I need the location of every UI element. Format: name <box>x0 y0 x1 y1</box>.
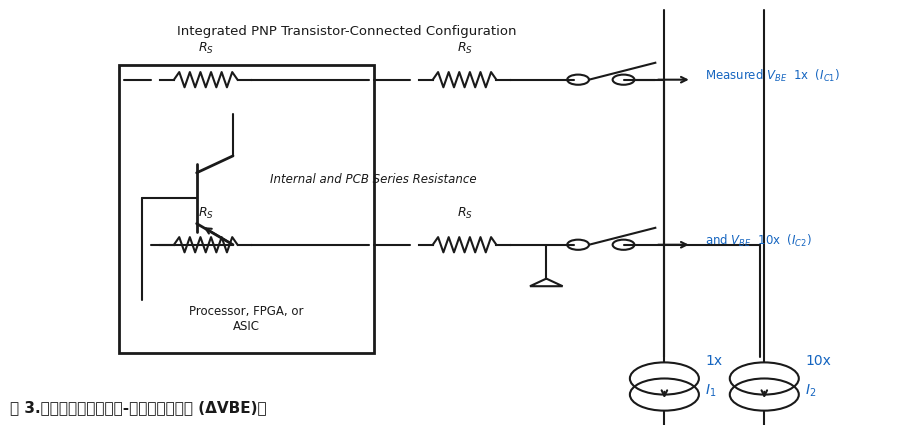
Text: $R_S$: $R_S$ <box>456 41 473 56</box>
Text: $I_1$: $I_1$ <box>705 383 717 399</box>
Text: Measured $V_{BE}$  1x  ($I_{C1}$): Measured $V_{BE}$ 1x ($I_{C1}$) <box>705 67 840 83</box>
Text: 图 3.用两个电流测量基极-发射极电压变化 (ΔVBE)。: 图 3.用两个电流测量基极-发射极电压变化 (ΔVBE)。 <box>10 400 267 415</box>
Text: Internal and PCB Series Resistance: Internal and PCB Series Resistance <box>271 173 477 186</box>
Text: $R_S$: $R_S$ <box>198 41 214 56</box>
Text: $I_2$: $I_2$ <box>805 383 816 399</box>
FancyBboxPatch shape <box>119 65 374 353</box>
Text: Processor, FPGA, or
ASIC: Processor, FPGA, or ASIC <box>189 305 304 333</box>
Text: Integrated PNP Transistor-Connected Configuration: Integrated PNP Transistor-Connected Conf… <box>177 25 517 37</box>
Text: $R_S$: $R_S$ <box>198 206 214 222</box>
Text: 10x: 10x <box>805 354 831 368</box>
Text: 1x: 1x <box>705 354 722 368</box>
Text: $R_S$: $R_S$ <box>456 206 473 222</box>
Text: and $V_{BE}$  10x  ($I_{C2}$): and $V_{BE}$ 10x ($I_{C2}$) <box>705 233 813 248</box>
